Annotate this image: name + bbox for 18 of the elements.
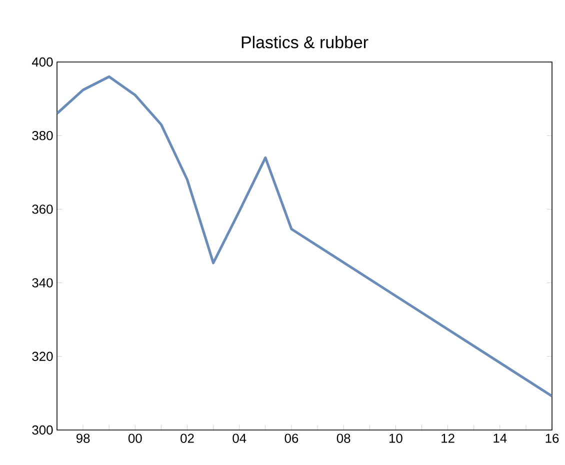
y-tick-label: 400: [32, 57, 53, 67]
x-tick-label: 02: [180, 434, 194, 443]
x-tick-label: 98: [76, 434, 90, 443]
x-tick-label: 04: [232, 434, 246, 443]
x-tick-label: 14: [494, 434, 507, 443]
y-tick-label: 360: [32, 204, 53, 214]
x-tick-label: 06: [284, 434, 298, 443]
x-tick-label: 16: [546, 434, 559, 443]
x-tick-label: 12: [442, 434, 454, 443]
x-tick-label: 00: [128, 434, 142, 443]
y-tick-label: 300: [32, 425, 53, 435]
y-tick-label: 320: [32, 352, 53, 361]
y-tick-label: 380: [32, 131, 53, 140]
x-tick-label: 08: [336, 434, 350, 443]
y-tick-label: 340: [32, 278, 53, 288]
x-tick-label: 10: [389, 434, 402, 443]
chart-title: Plastics & rubber: [242, 36, 368, 48]
line-series: [57, 75, 552, 398]
